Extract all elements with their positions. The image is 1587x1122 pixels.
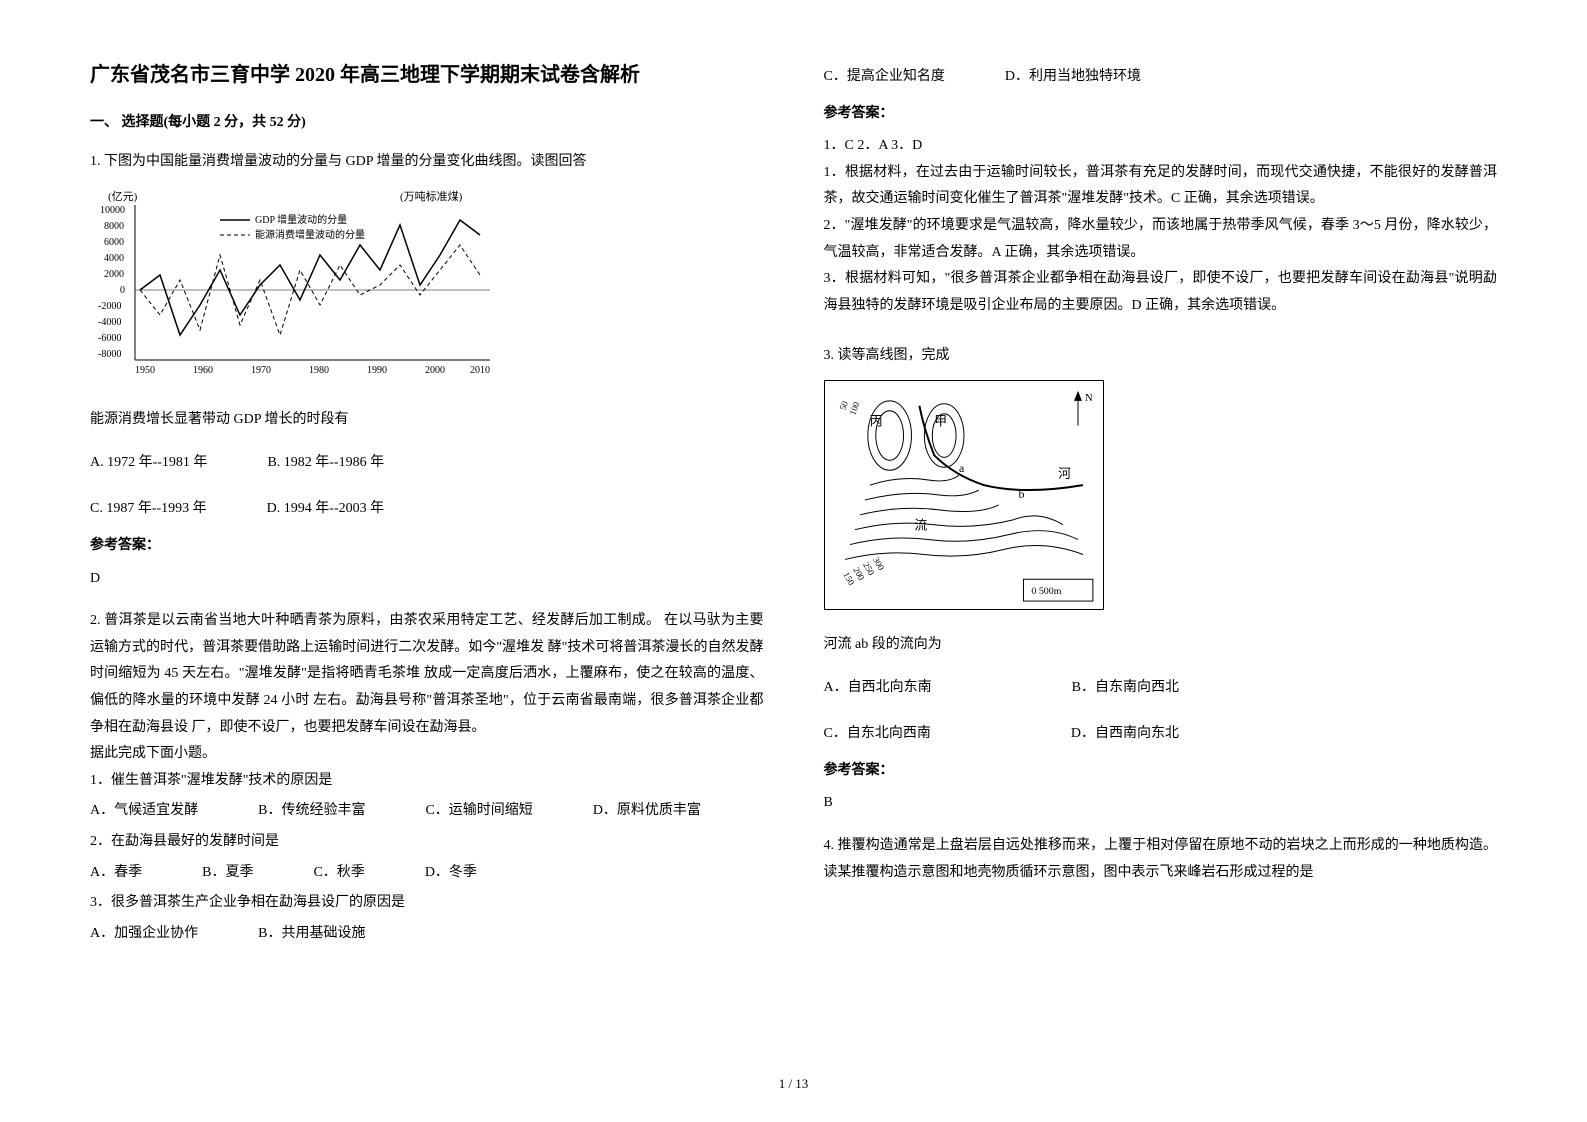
q1-stem: 1. 下图为中国能量消费增量波动的分量与 GDP 增量的分量变化曲线图。读图回答 [90, 149, 764, 176]
contour-svg: N 丙 甲 a b 河 流 [825, 381, 1103, 609]
label-liu: 流 [914, 519, 927, 533]
q3-sub-stem: 河流 ab 段的流向为 [824, 632, 1498, 659]
xtick-2: 1970 [251, 365, 271, 376]
question-4: 4. 推覆构造通常是上盘岩层自远处推移而来，上覆于相对停留在原地不动的岩块之上而… [824, 833, 1498, 886]
question-2: 2. 普洱茶是以云南省当地大叶种晒青茶为原料，由茶农采用特定工艺、经发酵后加工制… [90, 608, 764, 947]
y-axis-label-left: (亿元) [108, 190, 138, 203]
xtick-4: 1990 [367, 365, 387, 376]
q1-chart: (亿元) (万吨标准煤) 10000 8000 6000 4000 2000 0… [90, 185, 510, 385]
q2-sub1-d: D．原料优质丰富 [593, 798, 701, 825]
contour-line-2 [850, 531, 1078, 545]
ytick-4: 2000 [104, 269, 124, 280]
q3-opt-c: C．自东北向西南 [824, 721, 931, 748]
label-jia: 甲 [934, 415, 947, 429]
scale-label: 0 500m [1031, 586, 1061, 597]
q1-opt-d: D. 1994 年--2003 年 [267, 496, 384, 523]
q3-answer: B [824, 790, 1498, 817]
q3-opt-b: B．自东南向西北 [1072, 675, 1179, 702]
ytick-1: 8000 [104, 221, 124, 232]
legend-energy: 能源消费增量波动的分量 [255, 228, 365, 241]
question-3: 3. 读等高线图，完成 N 丙 [824, 343, 1498, 817]
q2-expl1: 1．根据材料，在过去由于运输时间较长，普洱茶有充足的发酵时间，而现代交通快捷，不… [824, 160, 1498, 213]
ytick-3: 4000 [104, 253, 124, 264]
q1-sub-stem: 能源消费增长显著带动 GDP 增长的时段有 [90, 407, 764, 434]
q2-sub3-options: A．加强企业协作 B．共用基础设施 [90, 921, 764, 948]
q2-sub2-options: A．春季 B．夏季 C．秋季 D．冬季 [90, 860, 764, 887]
q2-stem: 2. 普洱茶是以云南省当地大叶种晒青茶为原料，由茶农采用特定工艺、经发酵后加工制… [90, 608, 764, 741]
section-header: 一、 选择题(每小题 2 分，共 52 分) [90, 110, 764, 137]
q2-answer-label: 参考答案： [824, 101, 1498, 128]
q2-expl2: 2．"渥堆发酵"的环境要求是气温较高，降水量较少，而该地属于热带季风气候，春季 … [824, 213, 1498, 266]
q1-answer-label: 参考答案： [90, 533, 764, 560]
q2-sub1-c: C．运输时间缩短 [425, 798, 532, 825]
ytick-7: -4000 [98, 317, 121, 328]
q2-sub1: 1．催生普洱茶"渥堆发酵"技术的原因是 [90, 768, 764, 795]
right-column: C．提高企业知名度 D．利用当地独特环境 参考答案： 1．C 2．A 3．D 1… [824, 60, 1498, 1082]
q2-expl3: 3．根据材料可知，"很多普洱茶企业都争相在勐海县设厂，即使不设厂，也要把发酵车间… [824, 266, 1498, 319]
q2-sub1-b: B．传统经验丰富 [258, 798, 365, 825]
ytick-9: -8000 [98, 349, 121, 360]
q2-sub2-a: A．春季 [90, 860, 142, 887]
ytick-0: 10000 [100, 205, 125, 216]
ytick-8: -6000 [98, 333, 121, 344]
ytick-6: -2000 [98, 301, 121, 312]
contour-line-5 [864, 490, 978, 500]
q3-stem: 3. 读等高线图，完成 [824, 343, 1498, 370]
q2-sub1-options: A．气候适宜发酵 B．传统经验丰富 C．运输时间缩短 D．原料优质丰富 [90, 798, 764, 825]
q3-opt-a: A．自西北向东南 [824, 675, 932, 702]
label-a: a [959, 461, 965, 475]
document-title: 广东省茂名市三育中学 2020 年高三地理下学期期末试卷含解析 [90, 60, 764, 90]
q1-opt-a: A. 1972 年--1981 年 [90, 450, 207, 477]
question-1: 1. 下图为中国能量消费增量波动的分量与 GDP 增量的分量变化曲线图。读图回答… [90, 149, 764, 593]
contour-line-4 [859, 505, 998, 515]
q3-answer-label: 参考答案： [824, 758, 1498, 785]
line-chart-svg: (亿元) (万吨标准煤) 10000 8000 6000 4000 2000 0… [90, 185, 510, 385]
q2-answers-line: 1．C 2．A 3．D [824, 133, 1498, 160]
north-arrow-head [1074, 391, 1082, 401]
label-b: b [1018, 487, 1024, 501]
q1-opt-b: B. 1982 年--1986 年 [267, 450, 384, 477]
label-bing: 丙 [869, 415, 882, 429]
label-he: 河 [1058, 467, 1071, 481]
contour-val-1: 100 [847, 400, 861, 416]
xtick-3: 1980 [309, 365, 329, 376]
q3-options-row2: C．自东北向西南 D．自西南向东北 [824, 721, 1498, 748]
north-label: N [1084, 392, 1092, 404]
q2-sub1-a: A．气候适宜发酵 [90, 798, 198, 825]
xtick-1: 1960 [193, 365, 213, 376]
q2-sub3-options-cont: C．提高企业知名度 D．利用当地独特环境 [824, 64, 1498, 91]
page-container: 广东省茂名市三育中学 2020 年高三地理下学期期末试卷含解析 一、 选择题(每… [90, 60, 1497, 1082]
left-column: 广东省茂名市三育中学 2020 年高三地理下学期期末试卷含解析 一、 选择题(每… [90, 60, 764, 1082]
q1-opt-c: C. 1987 年--1993 年 [90, 496, 207, 523]
ytick-2: 6000 [104, 237, 124, 248]
q2-sub2-b: B．夏季 [202, 860, 253, 887]
xtick-6: 2010 [470, 365, 490, 376]
y-axis-label-right: (万吨标准煤) [400, 189, 463, 203]
q2-sub2-c: C．秋季 [313, 860, 364, 887]
q2-sub2: 2．在勐海县最好的发酵时间是 [90, 829, 764, 856]
q2-sub-stem: 据此完成下面小题。 [90, 741, 764, 768]
q1-answer: D [90, 566, 764, 593]
contour-line-3 [854, 516, 1062, 530]
q2-sub2-d: D．冬季 [425, 860, 477, 887]
q2-sub3-a: A．加强企业协作 [90, 921, 198, 948]
q1-options-row1: A. 1972 年--1981 年 B. 1982 年--1986 年 [90, 450, 764, 477]
xtick-5: 2000 [425, 365, 445, 376]
q1-options-row2: C. 1987 年--1993 年 D. 1994 年--2003 年 [90, 496, 764, 523]
q4-stem: 4. 推覆构造通常是上盘岩层自远处推移而来，上覆于相对停留在原地不动的岩块之上而… [824, 833, 1498, 886]
legend-gdp: GDP 增量波动的分量 [255, 213, 347, 226]
contour-line-6 [869, 475, 958, 485]
q3-options-row1: A．自西北向东南 B．自东南向西北 [824, 675, 1498, 702]
q2-sub3-d: D．利用当地独特环境 [1005, 64, 1141, 91]
xtick-0: 1950 [135, 365, 155, 376]
q3-opt-d: D．自西南向东北 [1071, 721, 1179, 748]
q2-sub3-c: C．提高企业知名度 [824, 64, 945, 91]
ytick-5: 0 [120, 285, 125, 296]
q2-sub3: 3．很多普洱茶生产企业争相在勐海县设厂的原因是 [90, 890, 764, 917]
page-number: 1 / 13 [779, 1076, 809, 1092]
q2-sub3-b: B．共用基础设施 [258, 921, 365, 948]
q3-contour-map: N 丙 甲 a b 河 流 [824, 380, 1104, 610]
